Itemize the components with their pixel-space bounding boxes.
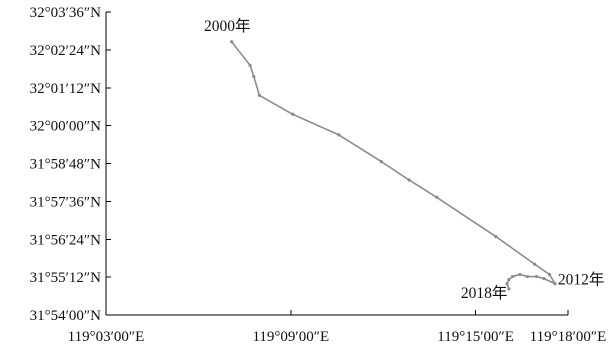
y-tick-label: 31°57′36″N xyxy=(30,194,102,210)
x-tick-label: 119°15′00″E xyxy=(437,329,514,345)
track-point xyxy=(435,196,438,199)
ticks-layer: 31°54′00″N 31°55′12″N 31°56′24″N 31°57′36″N… xyxy=(30,5,607,345)
track-point xyxy=(518,273,521,276)
y-tick-label: 32°02′24″N xyxy=(30,43,102,59)
track-point xyxy=(494,235,497,238)
track-point xyxy=(542,277,545,280)
track-point xyxy=(507,287,510,290)
track-point xyxy=(533,263,536,266)
track-point xyxy=(511,275,514,278)
annotation-layer: 2000年 2012年 2018年 xyxy=(204,17,604,302)
track-point xyxy=(553,282,556,285)
x-tick-label: 119°03′00″E xyxy=(68,329,145,345)
track-point xyxy=(291,113,294,116)
y-tick-label: 31°56′24″N xyxy=(30,232,102,248)
track-point xyxy=(535,275,538,278)
y-tick-label: 32°01′12″N xyxy=(30,81,102,97)
y-tick-label: 31°58′48″N xyxy=(30,157,102,173)
track-point xyxy=(258,94,261,97)
track-point xyxy=(548,273,551,276)
y-tick-label: 31°55′12″N xyxy=(30,270,102,286)
series-layer xyxy=(230,40,557,290)
year-annotation: 2000年 xyxy=(204,17,251,35)
x-tick-label: 119°18′00″E xyxy=(530,329,607,345)
track-point xyxy=(380,160,383,163)
track-point xyxy=(407,178,410,181)
track-point xyxy=(337,133,340,136)
track-line xyxy=(232,42,555,289)
y-tick-label: 32°00′00″N xyxy=(30,119,102,135)
track-point xyxy=(249,64,252,67)
track-point xyxy=(252,75,255,78)
year-annotation: 2018年 xyxy=(461,284,508,302)
track-point xyxy=(526,275,529,278)
y-tick-label: 31°54′00″N xyxy=(30,308,102,324)
year-annotation: 2012年 xyxy=(558,271,605,289)
track-point xyxy=(507,278,510,281)
track-point xyxy=(230,40,233,43)
x-tick-label: 119°09′00″E xyxy=(252,329,329,345)
y-tick-label: 32°03′36″N xyxy=(30,5,102,21)
